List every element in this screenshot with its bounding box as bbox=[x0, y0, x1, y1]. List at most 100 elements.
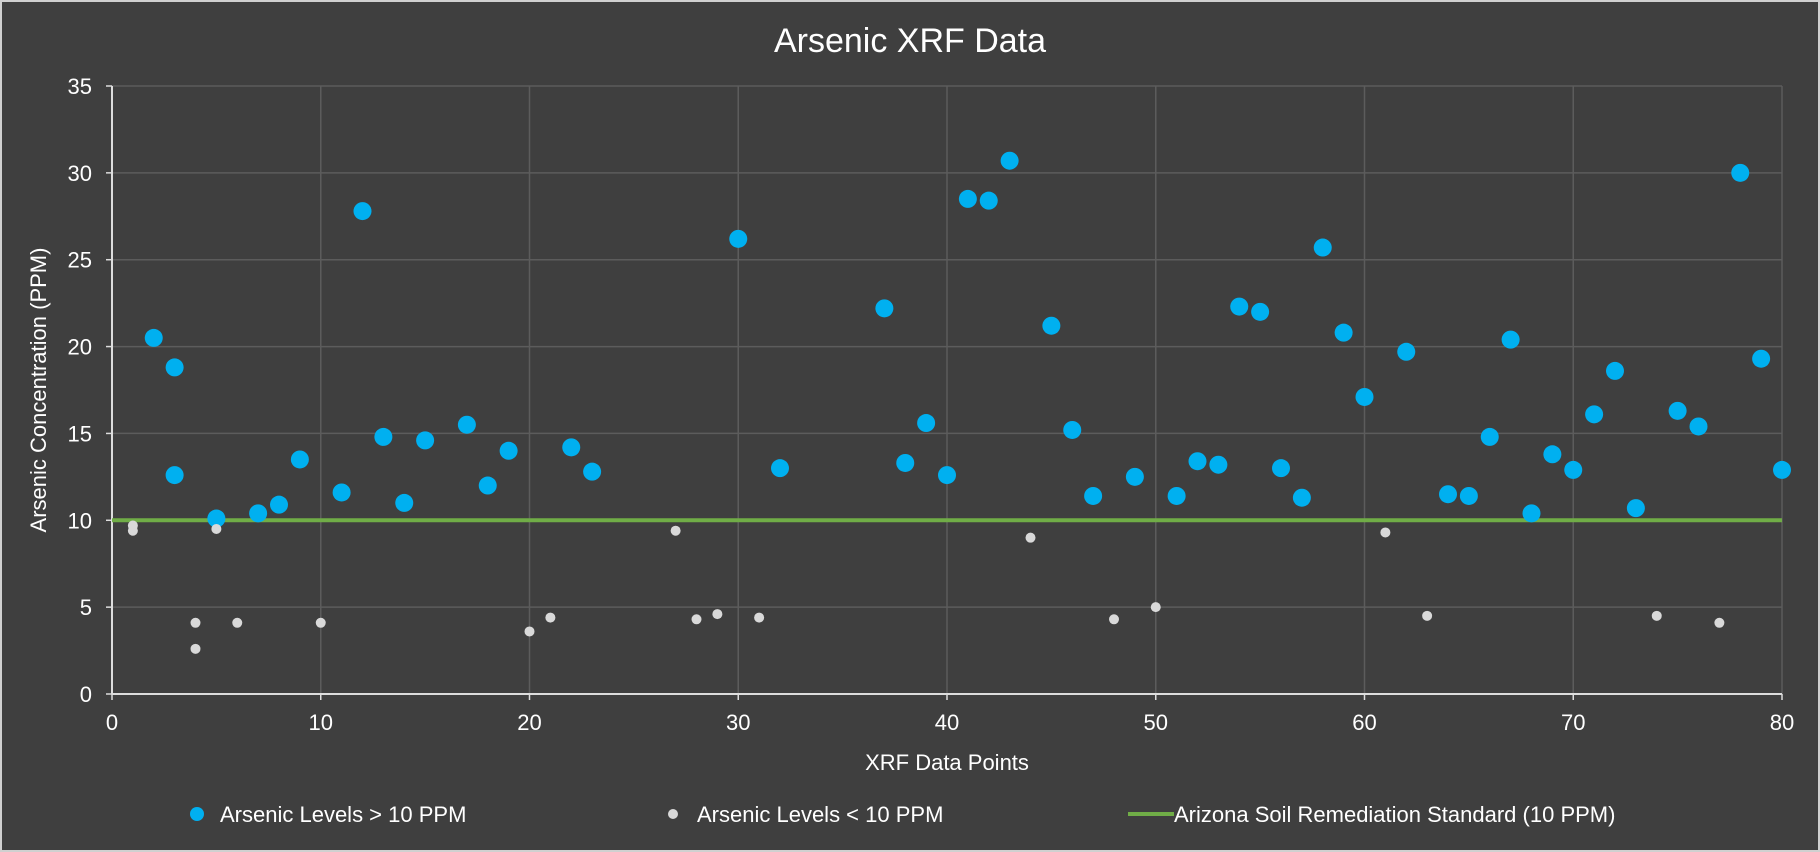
high-arsenic-point-0 bbox=[144, 328, 163, 347]
high-arsenic-point-23 bbox=[958, 189, 977, 208]
high-arsenic-point-37 bbox=[1313, 238, 1332, 257]
legend-high-marker bbox=[190, 807, 204, 821]
y-tick-label-1: 5 bbox=[80, 595, 92, 620]
low-arsenic-point-6 bbox=[315, 617, 326, 628]
x-tick-label-0: 0 bbox=[106, 710, 118, 735]
high-arsenic-point-41 bbox=[1439, 485, 1457, 504]
labels-layer: 0 10 20 30 40 50 60 70 80 0 5 10 15 20 25 30 35 Arsenic X… bbox=[26, 22, 1794, 775]
high-arsenic-point-5 bbox=[270, 495, 288, 514]
y-tick-label-5: 25 bbox=[68, 248, 92, 273]
high-arsenic-point-1 bbox=[165, 358, 184, 377]
high-arsenic-point-42 bbox=[1459, 486, 1478, 505]
low-arsenic-point-2 bbox=[190, 617, 201, 628]
y-axis-label: Arsenic Concentration (PPM) bbox=[26, 248, 51, 533]
x-tick-label-8: 80 bbox=[1770, 710, 1794, 735]
x-tick-label-4: 40 bbox=[935, 710, 959, 735]
high-arsenic-point-55 bbox=[1773, 460, 1791, 479]
high-arsenic-point-26 bbox=[1042, 316, 1061, 335]
high-arsenic-point-50 bbox=[1626, 499, 1645, 518]
high-arsenic-point-47 bbox=[1564, 460, 1583, 479]
low-arsenic-point-17 bbox=[1422, 610, 1433, 621]
high-arsenic-point-2 bbox=[165, 466, 184, 485]
high-arsenic-point-13 bbox=[478, 476, 497, 495]
high-arsenic-point-8 bbox=[353, 202, 372, 221]
high-arsenic-point-33 bbox=[1230, 297, 1249, 316]
chart-title: Arsenic XRF Data bbox=[774, 22, 1046, 60]
high-arsenic-point-20 bbox=[896, 453, 915, 472]
low-arsenic-point-7 bbox=[524, 626, 535, 637]
low-arsenic-point-16 bbox=[1380, 527, 1391, 538]
high-arsenic-point-21 bbox=[917, 414, 936, 433]
x-tick-label-3: 30 bbox=[726, 710, 750, 735]
data-points-layer bbox=[127, 151, 1791, 654]
y-tick-label-6: 30 bbox=[68, 161, 92, 186]
low-arsenic-point-1 bbox=[127, 525, 138, 536]
axis-layer bbox=[106, 85, 1783, 700]
low-arsenic-point-19 bbox=[1714, 617, 1725, 628]
high-arsenic-point-14 bbox=[499, 441, 518, 460]
low-arsenic-point-4 bbox=[211, 523, 222, 534]
high-arsenic-point-6 bbox=[290, 450, 309, 469]
high-arsenic-point-19 bbox=[875, 299, 894, 318]
x-tick-label-5: 50 bbox=[1144, 710, 1168, 735]
x-tick-label-2: 20 bbox=[517, 710, 541, 735]
low-arsenic-point-9 bbox=[670, 525, 681, 536]
low-arsenic-point-11 bbox=[712, 609, 723, 620]
low-arsenic-point-15 bbox=[1150, 602, 1161, 613]
high-arsenic-point-44 bbox=[1501, 330, 1520, 349]
high-arsenic-point-38 bbox=[1334, 323, 1353, 342]
legend-standard-label: Arizona Soil Remediation Standard (10 PP… bbox=[1174, 802, 1615, 827]
low-arsenic-point-18 bbox=[1651, 610, 1662, 621]
high-arsenic-point-30 bbox=[1167, 486, 1186, 505]
high-arsenic-point-15 bbox=[562, 438, 581, 457]
low-arsenic-point-10 bbox=[691, 614, 702, 625]
high-arsenic-point-16 bbox=[583, 462, 602, 481]
high-arsenic-point-22 bbox=[938, 466, 956, 485]
high-arsenic-point-36 bbox=[1292, 488, 1311, 507]
high-arsenic-point-24 bbox=[979, 191, 998, 210]
y-tick-label-0: 0 bbox=[80, 682, 92, 707]
legend-high-label: Arsenic Levels > 10 PPM bbox=[220, 802, 466, 827]
high-arsenic-point-34 bbox=[1251, 302, 1270, 321]
high-arsenic-point-10 bbox=[395, 493, 414, 512]
high-arsenic-point-45 bbox=[1522, 504, 1541, 523]
high-arsenic-point-54 bbox=[1752, 349, 1771, 368]
high-arsenic-point-40 bbox=[1397, 342, 1416, 361]
legend-low-marker bbox=[668, 809, 678, 819]
low-arsenic-point-8 bbox=[545, 612, 556, 623]
x-tick-label-1: 10 bbox=[309, 710, 333, 735]
low-arsenic-point-14 bbox=[1109, 614, 1119, 625]
high-arsenic-point-46 bbox=[1543, 445, 1562, 464]
high-arsenic-point-32 bbox=[1209, 455, 1228, 474]
high-arsenic-point-12 bbox=[457, 415, 476, 434]
high-arsenic-point-9 bbox=[374, 427, 393, 446]
high-arsenic-point-18 bbox=[771, 459, 789, 478]
high-arsenic-point-11 bbox=[416, 431, 435, 450]
x-tick-label-7: 70 bbox=[1561, 710, 1585, 735]
high-arsenic-point-43 bbox=[1480, 427, 1499, 446]
high-arsenic-point-39 bbox=[1355, 387, 1374, 406]
high-arsenic-point-28 bbox=[1084, 486, 1103, 505]
high-arsenic-point-17 bbox=[729, 229, 748, 248]
x-tick-label-6: 60 bbox=[1352, 710, 1376, 735]
high-arsenic-point-25 bbox=[1000, 151, 1019, 170]
high-arsenic-point-31 bbox=[1188, 452, 1207, 471]
high-arsenic-point-52 bbox=[1689, 417, 1708, 436]
grid-layer bbox=[111, 85, 1783, 695]
low-arsenic-point-5 bbox=[232, 617, 243, 628]
low-arsenic-point-12 bbox=[754, 612, 765, 623]
y-tick-label-7: 35 bbox=[68, 74, 92, 99]
high-arsenic-point-7 bbox=[332, 483, 351, 502]
high-arsenic-point-4 bbox=[249, 504, 268, 523]
high-arsenic-point-49 bbox=[1606, 361, 1624, 380]
y-tick-label-3: 15 bbox=[68, 421, 92, 446]
high-arsenic-point-51 bbox=[1668, 401, 1687, 420]
high-arsenic-point-35 bbox=[1272, 459, 1290, 478]
high-arsenic-point-48 bbox=[1585, 405, 1604, 424]
high-arsenic-point-29 bbox=[1125, 467, 1144, 486]
high-arsenic-point-27 bbox=[1063, 420, 1082, 439]
high-arsenic-point-3 bbox=[207, 509, 226, 528]
low-arsenic-point-13 bbox=[1025, 532, 1036, 543]
low-arsenic-point-3 bbox=[190, 643, 201, 654]
